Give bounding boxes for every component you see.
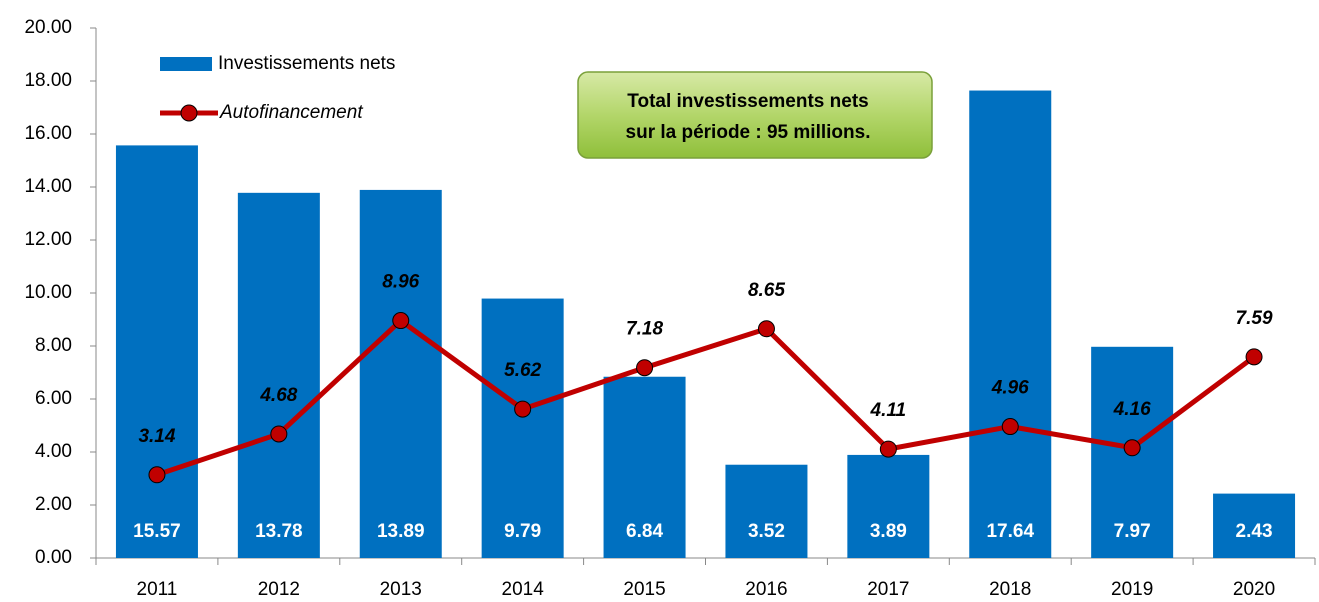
- line-value-label: 8.96: [382, 272, 419, 293]
- line-marker: [1001, 418, 1019, 436]
- annotation-text: sur la période : 95 millions.: [626, 122, 871, 143]
- legend-swatch: [160, 57, 212, 71]
- x-tick-label: 2018: [989, 579, 1031, 600]
- line-marker: [1123, 439, 1141, 457]
- y-tick-label: 20.00: [24, 17, 72, 38]
- line-value-label: 7.18: [626, 319, 663, 340]
- line-marker: [514, 400, 532, 418]
- x-tick-label: 2011: [137, 579, 178, 600]
- y-tick-label: 4.00: [35, 441, 72, 462]
- line-value-label: 4.96: [991, 378, 1029, 399]
- bar: [603, 376, 686, 558]
- line: [156, 317, 1256, 478]
- bar-value-label: 17.64: [986, 521, 1034, 542]
- y-tick-label: 10.00: [24, 282, 72, 303]
- line-marker: [270, 425, 288, 443]
- y-tick-label: 14.00: [24, 176, 72, 197]
- bar-value-label: 13.89: [377, 521, 425, 542]
- bar: [237, 192, 320, 558]
- line-value-label: 4.68: [259, 385, 297, 406]
- bar: [359, 189, 442, 559]
- y-tick-label: 6.00: [35, 388, 72, 409]
- y-tick-label: 12.00: [24, 229, 72, 250]
- x-tick-label: 2013: [380, 579, 422, 600]
- bar-value-label: 3.89: [870, 521, 907, 542]
- x-tick-label: 2019: [1111, 579, 1153, 600]
- line-marker: [1245, 348, 1263, 366]
- line-marker: [148, 466, 166, 484]
- line-value-label: 7.59: [1236, 308, 1273, 329]
- bar: [481, 298, 564, 558]
- x-tick-label: 2016: [745, 579, 787, 600]
- legend-marker: [180, 104, 198, 122]
- annotation-text: Total investissements nets: [627, 91, 868, 112]
- line-marker: [879, 440, 897, 458]
- line-marker: [392, 312, 410, 330]
- x-tick-label: 2012: [258, 579, 300, 600]
- bar-value-label: 2.43: [1236, 521, 1273, 542]
- line-marker: [757, 320, 775, 338]
- y-tick-label: 18.00: [24, 70, 72, 91]
- bar-value-label: 3.52: [748, 521, 785, 542]
- y-tick-label: 2.00: [35, 494, 72, 515]
- bar-value-label: 7.97: [1114, 521, 1151, 542]
- y-tick-label: 16.00: [24, 123, 72, 144]
- bar: [847, 454, 930, 558]
- bar-value-label: 6.84: [626, 521, 663, 542]
- x-tick-label: 2017: [867, 579, 909, 600]
- annotation-box: [577, 71, 933, 159]
- line-value-label: 5.62: [504, 360, 541, 381]
- y-tick-label: 0.00: [35, 547, 72, 568]
- legend-label: Investissements nets: [218, 53, 395, 74]
- line-value-label: 4.11: [870, 400, 907, 421]
- bar-value-label: 9.79: [504, 521, 541, 542]
- line-value-label: 8.65: [748, 280, 785, 301]
- bar: [969, 90, 1052, 558]
- x-tick-label: 2015: [623, 579, 665, 600]
- x-tick-label: 2020: [1233, 579, 1275, 600]
- line-value-label: 3.14: [138, 426, 175, 447]
- x-tick-label: 2014: [502, 579, 545, 600]
- bar: [1213, 493, 1296, 558]
- bar-value-label: 13.78: [255, 521, 303, 542]
- bar: [115, 145, 198, 558]
- y-tick-label: 8.00: [35, 335, 72, 356]
- line-marker: [636, 359, 654, 377]
- bar: [725, 464, 808, 558]
- legend-label: Autofinancement: [219, 102, 363, 123]
- bar-value-label: 15.57: [133, 521, 181, 542]
- line-value-label: 4.16: [1113, 399, 1151, 420]
